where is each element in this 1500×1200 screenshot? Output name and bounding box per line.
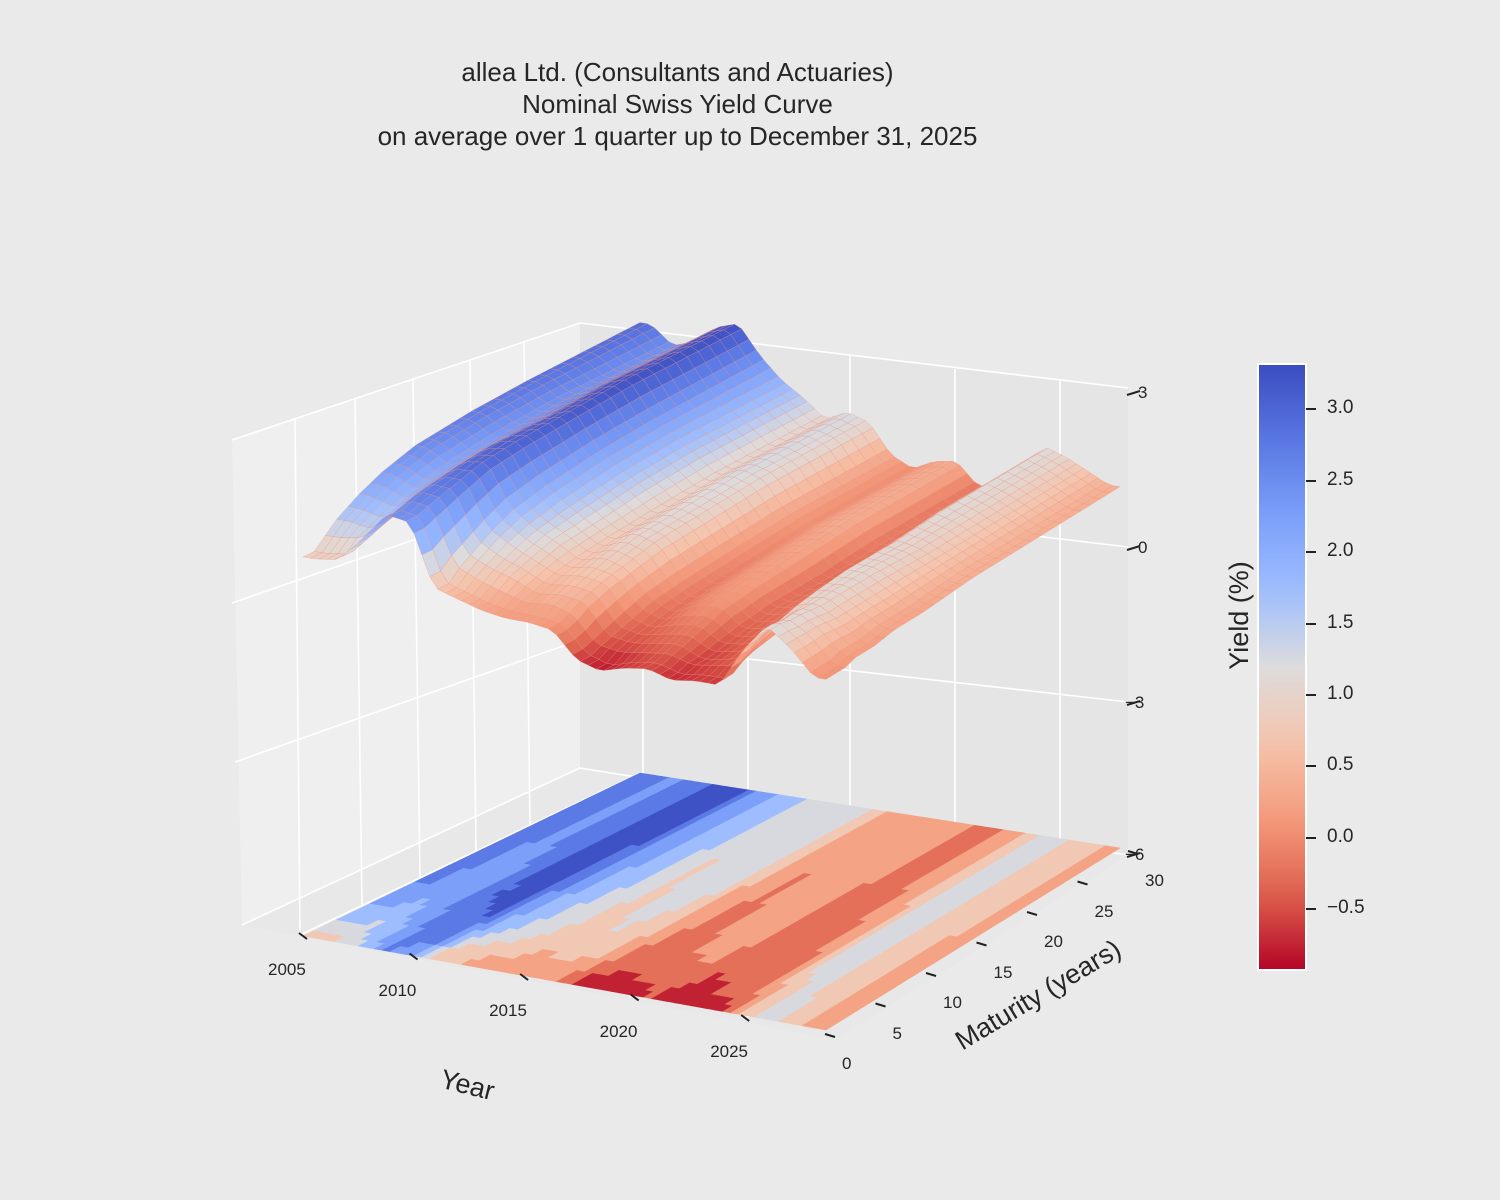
colorbar-tick-label: 3.0 (1327, 397, 1354, 418)
y-tick-label: 20 (1044, 932, 1063, 951)
colorbar (1257, 363, 1307, 971)
x-tick-label: 2020 (599, 1021, 638, 1041)
y-tick-label: 0 (842, 1054, 852, 1073)
chart-title-line-2: Nominal Swiss Yield Curve (522, 89, 833, 119)
y-tick-label: 5 (892, 1023, 902, 1043)
grid-line (579, 322, 1129, 389)
chart-title-line-3: on average over 1 quarter up to December… (377, 121, 978, 151)
z-tick-label: −6 (1125, 845, 1145, 864)
colorbar-tick-label: −0.5 (1327, 897, 1365, 918)
colorbar-label: Yield (%) (1223, 561, 1254, 670)
z-tick-label: 0 (1138, 538, 1148, 557)
y-tick-label: 15 (993, 962, 1013, 982)
y-tick-label: 10 (943, 993, 962, 1012)
floor-contour (302, 772, 1121, 1031)
colorbar-tick-label: 2.5 (1327, 469, 1354, 490)
z-tick-label: 3 (1138, 383, 1148, 402)
grid-line (231, 322, 581, 441)
grid-line (299, 772, 641, 936)
x-tick-label: 2025 (710, 1042, 749, 1061)
x-tick-label: 2015 (489, 1001, 527, 1020)
x-tick-label: 2010 (378, 980, 417, 1000)
yield-surface (302, 322, 1121, 685)
grid-line (354, 397, 363, 908)
colorbar-tick-label: 1.5 (1327, 612, 1354, 633)
colorbar-tick-label: 0.5 (1327, 754, 1354, 775)
grid-line (294, 417, 301, 936)
contour-cell (1102, 846, 1121, 855)
y-tick-label: 25 (1094, 901, 1114, 921)
grid-line (241, 767, 581, 926)
z-tick-label: −3 (1125, 693, 1145, 712)
colorbar-tick-label: 0.0 (1327, 826, 1354, 847)
colorbar-tick-label: 1.0 (1327, 683, 1354, 704)
colorbar-tick-label: 2.0 (1327, 540, 1354, 561)
x-tick-label: 2005 (268, 960, 306, 979)
chart-title-line-1: allea Ltd. (Consultants and Actuaries) (461, 57, 894, 87)
y-tick-label: 30 (1145, 871, 1164, 890)
grid-line (234, 639, 581, 763)
